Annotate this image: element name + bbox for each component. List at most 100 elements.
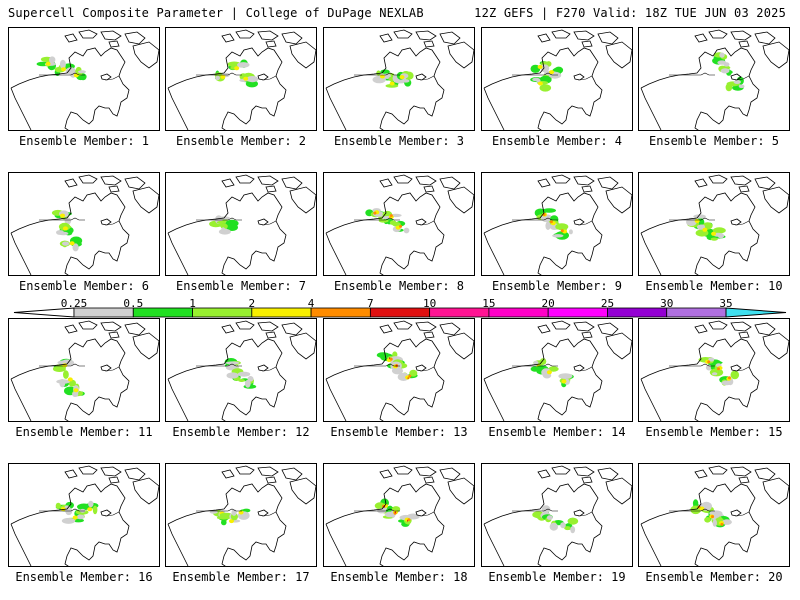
ensemble-member-15-map[interactable] <box>638 318 790 422</box>
arctic-island <box>379 178 393 188</box>
north-america-map <box>167 174 316 275</box>
coastline <box>10 483 130 566</box>
ensemble-member-14-map[interactable] <box>481 318 633 422</box>
ensemble-member-4-map[interactable] <box>481 27 633 131</box>
ensemble-member-17-map[interactable] <box>165 463 317 567</box>
arctic-island <box>257 30 279 41</box>
arctic-island <box>551 29 571 39</box>
ensemble-member-label: Ensemble Member: 2 <box>175 134 307 148</box>
scp-shading <box>52 358 85 397</box>
north-america-map <box>10 174 159 275</box>
great-lakes <box>100 509 112 517</box>
great-lakes <box>257 509 269 517</box>
ensemble-member-13-map[interactable] <box>323 318 475 422</box>
colorbar-tick-label: 30 <box>660 297 674 310</box>
us-canada-border <box>39 72 85 76</box>
great-lakes <box>730 509 742 517</box>
west-coastline <box>640 523 662 566</box>
great-lakes <box>100 73 112 81</box>
colorbar-tick-label: 4 <box>307 297 315 310</box>
arctic-island <box>537 469 551 479</box>
north-america-map <box>167 465 316 566</box>
arctic-island <box>551 320 571 330</box>
colorbar-segment <box>547 307 608 318</box>
us-canada-border-east <box>419 220 435 226</box>
us-canada-border <box>196 363 242 367</box>
us-canada-border <box>39 363 85 367</box>
arctic-island <box>64 469 78 479</box>
colorbar-high-extension <box>725 307 787 318</box>
coastline <box>640 192 760 275</box>
arctic-island <box>581 40 593 48</box>
colorbar-tick-label: 35 <box>719 297 733 310</box>
arctic-island <box>235 320 255 330</box>
ensemble-member-5-map[interactable] <box>638 27 790 131</box>
ensemble-member-label: Ensemble Member: 8 <box>333 279 465 293</box>
arctic-island <box>132 186 159 214</box>
scp-shading <box>690 499 732 528</box>
coastline <box>640 338 760 421</box>
ensemble-member-20-map[interactable] <box>638 463 790 567</box>
us-canada-border-east <box>734 220 750 226</box>
colorbar-tick-label: 0.5 <box>123 297 144 310</box>
ensemble-member-16-map[interactable] <box>8 463 160 567</box>
ensemble-member-8-map[interactable] <box>323 172 475 276</box>
arctic-island <box>605 41 632 69</box>
ensemble-member-label: Ensemble Member: 11 <box>15 425 153 439</box>
ensemble-member-3-map[interactable] <box>323 27 475 131</box>
us-canada-border <box>39 508 85 512</box>
ensemble-member-2-map[interactable] <box>165 27 317 131</box>
arctic-island <box>423 40 435 48</box>
arctic-island <box>605 186 632 214</box>
ensemble-member-10-map[interactable] <box>638 172 790 276</box>
arctic-island <box>597 467 619 481</box>
north-america-map <box>325 465 474 566</box>
us-canada-border-east <box>734 75 750 81</box>
arctic-island <box>730 175 752 186</box>
arctic-island <box>573 466 595 477</box>
coastline <box>483 47 603 130</box>
north-america-map <box>325 320 474 421</box>
scp-shading <box>209 508 251 526</box>
us-canada-border-east <box>104 220 120 226</box>
ensemble-member-18-map[interactable] <box>323 463 475 567</box>
arctic-island <box>78 320 98 330</box>
arctic-island <box>393 465 413 475</box>
ensemble-member-12-map[interactable] <box>165 318 317 422</box>
arctic-island <box>132 41 159 69</box>
great-lakes <box>257 73 269 81</box>
arctic-island <box>415 175 437 186</box>
arctic-island <box>265 476 277 484</box>
west-coastline <box>325 87 347 130</box>
us-canada-border-east <box>734 511 750 517</box>
north-america-map <box>483 174 632 275</box>
arctic-island <box>415 30 437 41</box>
ensemble-member-label: Ensemble Member: 13 <box>330 425 468 439</box>
ensemble-member-label: Ensemble Member: 12 <box>172 425 310 439</box>
great-lakes <box>100 218 112 226</box>
arctic-island <box>708 320 728 330</box>
great-lakes <box>100 364 112 372</box>
west-coastline <box>483 523 505 566</box>
ensemble-member-6-map[interactable] <box>8 172 160 276</box>
west-coastline <box>483 87 505 130</box>
ensemble-member-1-map[interactable] <box>8 27 160 131</box>
great-lakes <box>257 218 269 226</box>
great-lakes <box>257 364 269 372</box>
arctic-island <box>551 465 571 475</box>
colorbar-segment <box>666 307 727 318</box>
ensemble-member-11-map[interactable] <box>8 318 160 422</box>
ensemble-member-label: Ensemble Member: 10 <box>645 279 783 293</box>
us-canada-border <box>512 72 558 76</box>
ensemble-member-label: Ensemble Member: 3 <box>333 134 465 148</box>
arctic-island <box>289 332 316 360</box>
ensemble-member-9-map[interactable] <box>481 172 633 276</box>
arctic-island <box>423 185 435 193</box>
north-america-map <box>10 465 159 566</box>
us-canada-border <box>354 217 400 221</box>
map-title: Supercell Composite Parameter | College … <box>8 6 424 20</box>
north-america-map <box>325 174 474 275</box>
ensemble-member-7-map[interactable] <box>165 172 317 276</box>
ensemble-member-19-map[interactable] <box>481 463 633 567</box>
arctic-island <box>754 322 776 336</box>
